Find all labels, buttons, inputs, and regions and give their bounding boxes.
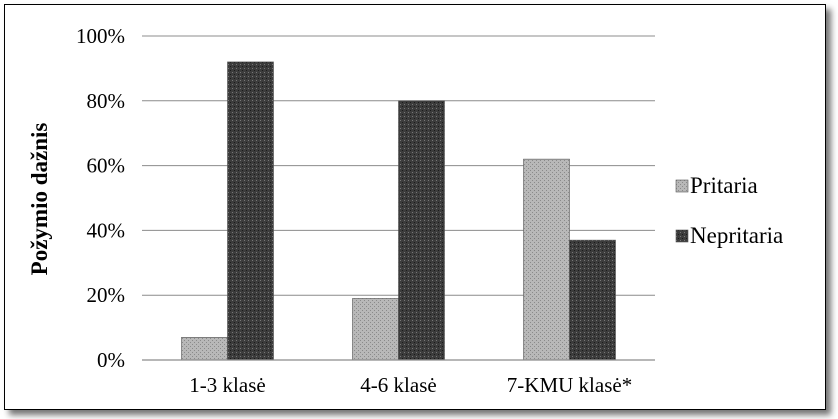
- bar-pritaria-2: [523, 158, 570, 361]
- y-axis-title: Požymio dažnis: [27, 123, 52, 276]
- legend-label-pritaria: Pritaria: [690, 173, 758, 198]
- legend: Pritaria Nepritaria: [675, 173, 783, 248]
- x-tick-label: 4-6 klasė: [360, 373, 436, 397]
- x-tick-label: 1-3 klasė: [189, 373, 265, 397]
- bar-pritaria-0: [181, 337, 228, 361]
- y-tick-label: 0%: [97, 348, 125, 372]
- bar-nepritaria-1: [398, 100, 445, 361]
- y-tick-labels: 0% 20% 40% 60% 80% 100%: [76, 24, 125, 372]
- y-tick-label: 80%: [87, 89, 126, 113]
- legend-swatch-nepritaria: [675, 229, 689, 243]
- y-tick-label: 40%: [87, 218, 126, 242]
- legend-label-nepritaria: Nepritaria: [690, 223, 783, 248]
- bar-pritaria-1: [352, 298, 399, 361]
- bar-nepritaria-0: [227, 61, 274, 361]
- x-tick-labels: 1-3 klasė 4-6 klasė 7-KMU klasė*: [189, 373, 632, 397]
- y-tick-label: 20%: [87, 283, 126, 307]
- y-tick-label: 100%: [76, 24, 125, 48]
- y-tick-label: 60%: [87, 154, 126, 178]
- bar-nepritaria-2: [569, 239, 616, 361]
- bars-group: [181, 61, 616, 361]
- legend-swatch-pritaria: [675, 179, 689, 193]
- x-tick-label: 7-KMU klasė*: [507, 373, 632, 397]
